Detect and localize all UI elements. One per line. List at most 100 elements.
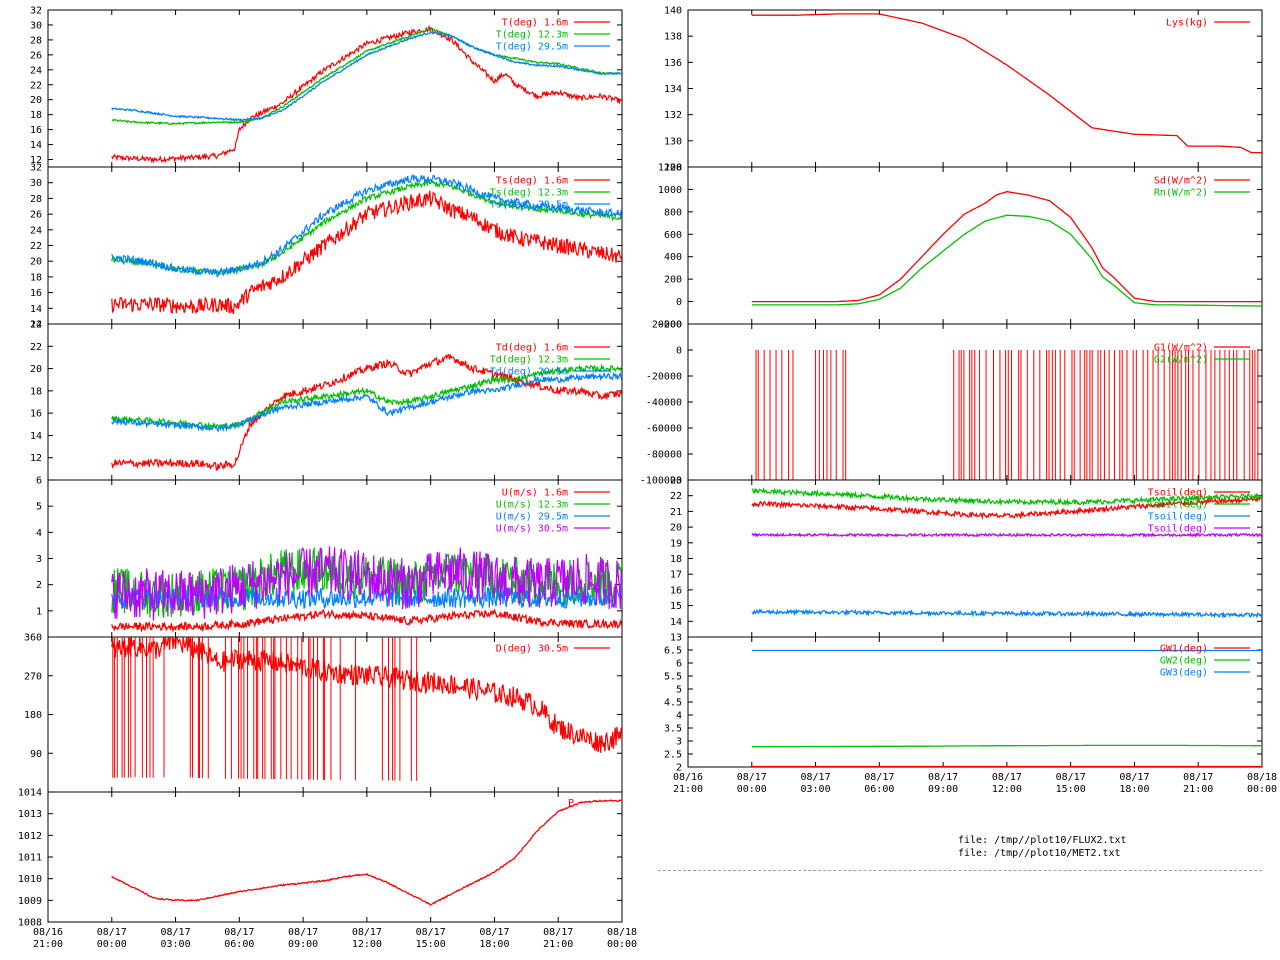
y-tick-label: 16 <box>30 125 42 136</box>
series-g1 <box>755 350 1259 480</box>
y-tick-label: 12 <box>30 453 42 464</box>
series-group <box>111 352 622 471</box>
y-tick-label: 19 <box>670 538 682 549</box>
series-line <box>111 608 622 633</box>
y-tick-label: 140 <box>664 6 682 17</box>
y-tick-label: 1010 <box>18 874 42 885</box>
x-tick-label-date: 08/17 <box>352 927 382 938</box>
x-tick-label-date: 08/17 <box>1056 772 1086 783</box>
y-tick-label: 20 <box>30 364 42 375</box>
y-tick-label: 18 <box>30 272 42 283</box>
x-tick-label-time: 18:00 <box>1119 784 1149 795</box>
series-group <box>751 649 1262 767</box>
file-label-met: file: /tmp//plot10/MET2.txt <box>958 848 1121 859</box>
panel-u: 1 2 3 4 5 6 U(m/s) 1.6mU(m/s) 12.3mU(m/s) 29.5… <box>36 476 623 638</box>
series-line <box>751 486 1262 507</box>
legend-label: GW2(deg) <box>1160 656 1208 667</box>
y-tick-label: 14 <box>670 617 682 628</box>
y-tick-label: 14 <box>30 304 42 315</box>
panel-g: -100000 -80000 -60000 -40000 -20000 0 20000 G1(… <box>640 320 1263 487</box>
series-line <box>751 191 1262 303</box>
x-tick-label-time: 06:00 <box>224 939 254 950</box>
series-line <box>751 608 1262 620</box>
y-tick-label: -200 <box>658 320 682 331</box>
x-tick-label-date: 08/17 <box>288 927 318 938</box>
legend-label: Tsoil(deg) <box>1148 488 1208 499</box>
y-tick-label: -20000 <box>646 372 682 383</box>
series-line <box>111 799 622 906</box>
y-tick-label: 6.5 <box>664 646 682 657</box>
y-tick-label: 128 <box>664 163 682 174</box>
y-tick-label: 1008 <box>18 918 42 929</box>
y-tick-label: 22 <box>30 342 42 353</box>
y-tick-label: 24 <box>30 225 42 236</box>
y-tick-label: 0 <box>676 346 682 357</box>
series-group <box>111 174 622 315</box>
legend-label: T(deg) 12.3m <box>496 30 568 41</box>
y-tick-label: 800 <box>664 207 682 218</box>
x-tick-label-time: 00:00 <box>607 939 637 950</box>
y-tick-label: 17 <box>670 570 682 581</box>
y-tick-label: 138 <box>664 32 682 43</box>
x-tick-label-date: 08/17 <box>97 927 127 938</box>
x-tick-label-time: 00:00 <box>1247 784 1277 795</box>
y-tick-label: 200 <box>664 275 682 286</box>
legend-label: GW3(deg) <box>1160 668 1208 679</box>
series-line <box>111 27 622 126</box>
x-tick-label-date: 08/17 <box>416 927 446 938</box>
file-list: file: /tmp//plot10/FLUX2.txt file: /tmp/… <box>958 834 1127 860</box>
panel-gw: 22.533.544.555.566.508/1621:0008/1700:00… <box>664 636 1277 795</box>
series-line <box>111 546 622 621</box>
series-group <box>751 486 1262 620</box>
x-tick-label-date: 08/17 <box>543 927 573 938</box>
y-tick-label: -80000 <box>646 450 682 461</box>
x-tick-label-time: 00:00 <box>737 784 767 795</box>
legend-label: GW1(deg) <box>1160 644 1208 655</box>
y-tick-label: 23 <box>670 476 682 487</box>
y-tick-label: 1014 <box>18 788 42 799</box>
x-tick-label-date: 08/17 <box>864 772 894 783</box>
y-tick-label: 3 <box>36 554 42 565</box>
series-line <box>751 531 1262 538</box>
y-tick-label: -40000 <box>646 398 682 409</box>
x-tick-label-date: 08/16 <box>33 927 63 938</box>
y-tick-label: 1009 <box>18 896 42 907</box>
y-tick-label: 26 <box>30 210 42 221</box>
series-group <box>111 24 622 164</box>
legend-label: Lys(kg) <box>1166 18 1208 29</box>
x-tick-label-time: 03:00 <box>801 784 831 795</box>
y-tick-label: 5.5 <box>664 672 682 683</box>
y-tick-label: 2 <box>36 580 42 591</box>
x-tick-label-date: 08/17 <box>801 772 831 783</box>
y-tick-label: 400 <box>664 252 682 263</box>
series-line <box>111 30 622 122</box>
y-tick-label: 134 <box>664 84 682 95</box>
y-tick-label: 6 <box>36 476 42 487</box>
y-tick-label: 26 <box>30 50 42 61</box>
x-tick-label-time: 12:00 <box>992 784 1022 795</box>
y-tick-label: 21 <box>670 507 682 518</box>
panel-p: 100810091010101110121013101408/1621:0008… <box>18 788 637 951</box>
x-tick-label-date: 08/18 <box>1247 772 1277 783</box>
y-tick-label: 24 <box>30 320 42 331</box>
y-tick-label: 3 <box>676 737 682 748</box>
y-tick-label: 28 <box>30 194 42 205</box>
legend-label: T(deg) 1.6m <box>502 18 568 29</box>
y-tick-label: 5 <box>676 685 682 696</box>
x-tick-label-time: 03:00 <box>161 939 191 950</box>
y-tick-label: 130 <box>664 136 682 147</box>
x-tick-label-date: 08/17 <box>224 927 254 938</box>
panel-frame <box>47 636 623 793</box>
series-line <box>111 24 622 164</box>
x-tick-label-time: 15:00 <box>1056 784 1086 795</box>
series-group <box>751 191 1262 307</box>
series-line <box>111 174 622 278</box>
legend-label: Ts(deg) 1.6m <box>496 176 568 187</box>
x-tick-label-date: 08/17 <box>737 772 767 783</box>
legend-label: Td(deg) 29.5m <box>490 367 568 378</box>
series-line <box>111 190 622 315</box>
legend-label: U(m/s) 29.5m <box>496 512 568 523</box>
legend-label: Tsoil(deg) <box>1148 500 1208 511</box>
legend-label: G2(W/m^2) <box>1154 355 1208 366</box>
